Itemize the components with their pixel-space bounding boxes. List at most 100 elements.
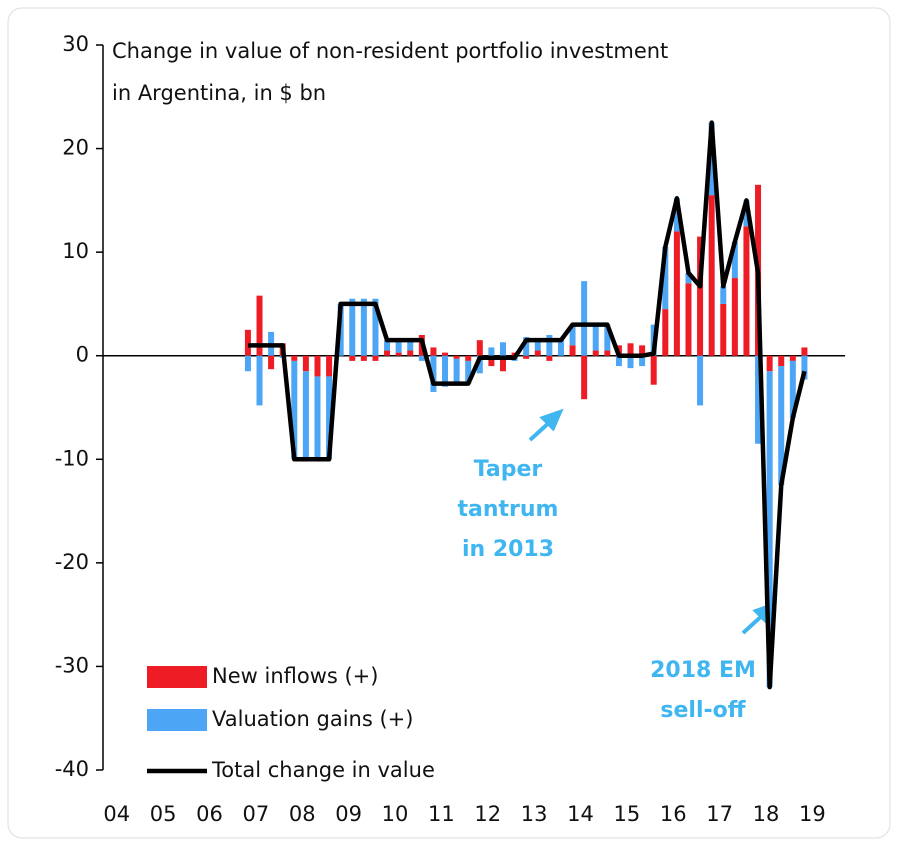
bar xyxy=(569,345,576,356)
legend-label: Total change in value xyxy=(211,758,435,782)
bar xyxy=(650,355,657,385)
annotation: 2018 EM xyxy=(650,658,756,683)
bar xyxy=(755,355,762,444)
bar xyxy=(314,355,321,377)
bar xyxy=(302,371,309,460)
bar xyxy=(615,355,622,367)
bar xyxy=(430,355,437,392)
bar xyxy=(244,329,251,356)
y-tick-label: 30 xyxy=(62,32,89,56)
bar xyxy=(523,355,530,359)
bar xyxy=(697,236,704,356)
bar xyxy=(662,309,669,356)
bar xyxy=(766,355,773,372)
bar xyxy=(349,355,356,361)
bar xyxy=(326,376,333,460)
y-tick-label: -40 xyxy=(55,757,89,781)
bar xyxy=(372,355,379,361)
x-tick-label: 14 xyxy=(567,802,594,826)
bar xyxy=(592,324,599,351)
annotation: Taper xyxy=(474,457,543,482)
bar xyxy=(685,272,692,284)
bar xyxy=(256,355,263,406)
x-tick-label: 08 xyxy=(289,802,316,826)
bar xyxy=(569,324,576,346)
bar xyxy=(523,337,530,356)
bar xyxy=(685,283,692,356)
x-tick-label: 04 xyxy=(103,802,130,826)
frame xyxy=(7,7,891,839)
bar xyxy=(534,340,541,351)
x-tick-label: 07 xyxy=(243,802,270,826)
bar xyxy=(326,355,333,377)
bar xyxy=(499,342,506,356)
bar xyxy=(360,355,367,361)
bar xyxy=(546,335,553,356)
bar xyxy=(639,355,646,367)
bar xyxy=(384,350,391,356)
bar xyxy=(673,231,680,356)
bar xyxy=(256,295,263,356)
bar xyxy=(731,278,738,356)
bar xyxy=(708,195,715,356)
x-tick-label: 18 xyxy=(753,802,780,826)
bar xyxy=(291,355,298,361)
bar xyxy=(465,355,472,361)
arrows xyxy=(528,408,777,635)
x-tick-label: 13 xyxy=(521,802,548,826)
bar xyxy=(801,347,808,356)
y-tick-label: 20 xyxy=(62,136,89,160)
bar xyxy=(789,360,796,418)
bar xyxy=(546,355,553,361)
line xyxy=(247,120,807,690)
bar xyxy=(488,347,495,356)
bar xyxy=(384,340,391,351)
bar xyxy=(349,298,356,356)
bar xyxy=(442,355,449,387)
bar xyxy=(789,355,796,361)
x-tick-label: 16 xyxy=(660,802,687,826)
legend-swatch xyxy=(147,666,207,688)
bar xyxy=(720,286,727,304)
bar xyxy=(430,347,437,356)
bar xyxy=(453,358,460,384)
y-tick-label: -20 xyxy=(55,550,89,574)
bar xyxy=(731,241,738,279)
x-tick-label: 19 xyxy=(799,802,826,826)
x-tick-label: 06 xyxy=(196,802,223,826)
bar xyxy=(499,355,506,372)
bar xyxy=(418,355,425,361)
bar xyxy=(766,371,773,688)
bar xyxy=(372,298,379,356)
x-tick-label: 09 xyxy=(335,802,362,826)
bar xyxy=(604,324,611,351)
bar xyxy=(604,350,611,356)
bar xyxy=(581,355,588,400)
bar xyxy=(476,340,483,356)
chart-title: in Argentina, in $ bn xyxy=(112,81,326,105)
bar xyxy=(639,345,646,356)
bar xyxy=(407,350,414,356)
bar xyxy=(488,355,495,367)
bar xyxy=(534,350,541,356)
bar xyxy=(592,350,599,356)
bar xyxy=(360,298,367,356)
legend-swatch xyxy=(147,709,207,731)
annotation: sell-off xyxy=(660,698,746,723)
bar xyxy=(743,226,750,356)
bar xyxy=(314,376,321,460)
y-tick-label: 10 xyxy=(62,239,89,263)
x-tick-label: 11 xyxy=(428,802,455,826)
bar xyxy=(291,360,298,460)
bar xyxy=(442,352,449,356)
y-tick-label: -10 xyxy=(55,446,89,470)
legend-label: New inflows (+) xyxy=(212,664,378,688)
bar xyxy=(673,198,680,232)
chart-title: Change in value of non-resident portfoli… xyxy=(112,39,668,63)
bar xyxy=(662,246,669,310)
bar xyxy=(778,355,785,367)
bar xyxy=(627,343,634,356)
bar xyxy=(395,340,402,353)
bar xyxy=(453,355,460,359)
